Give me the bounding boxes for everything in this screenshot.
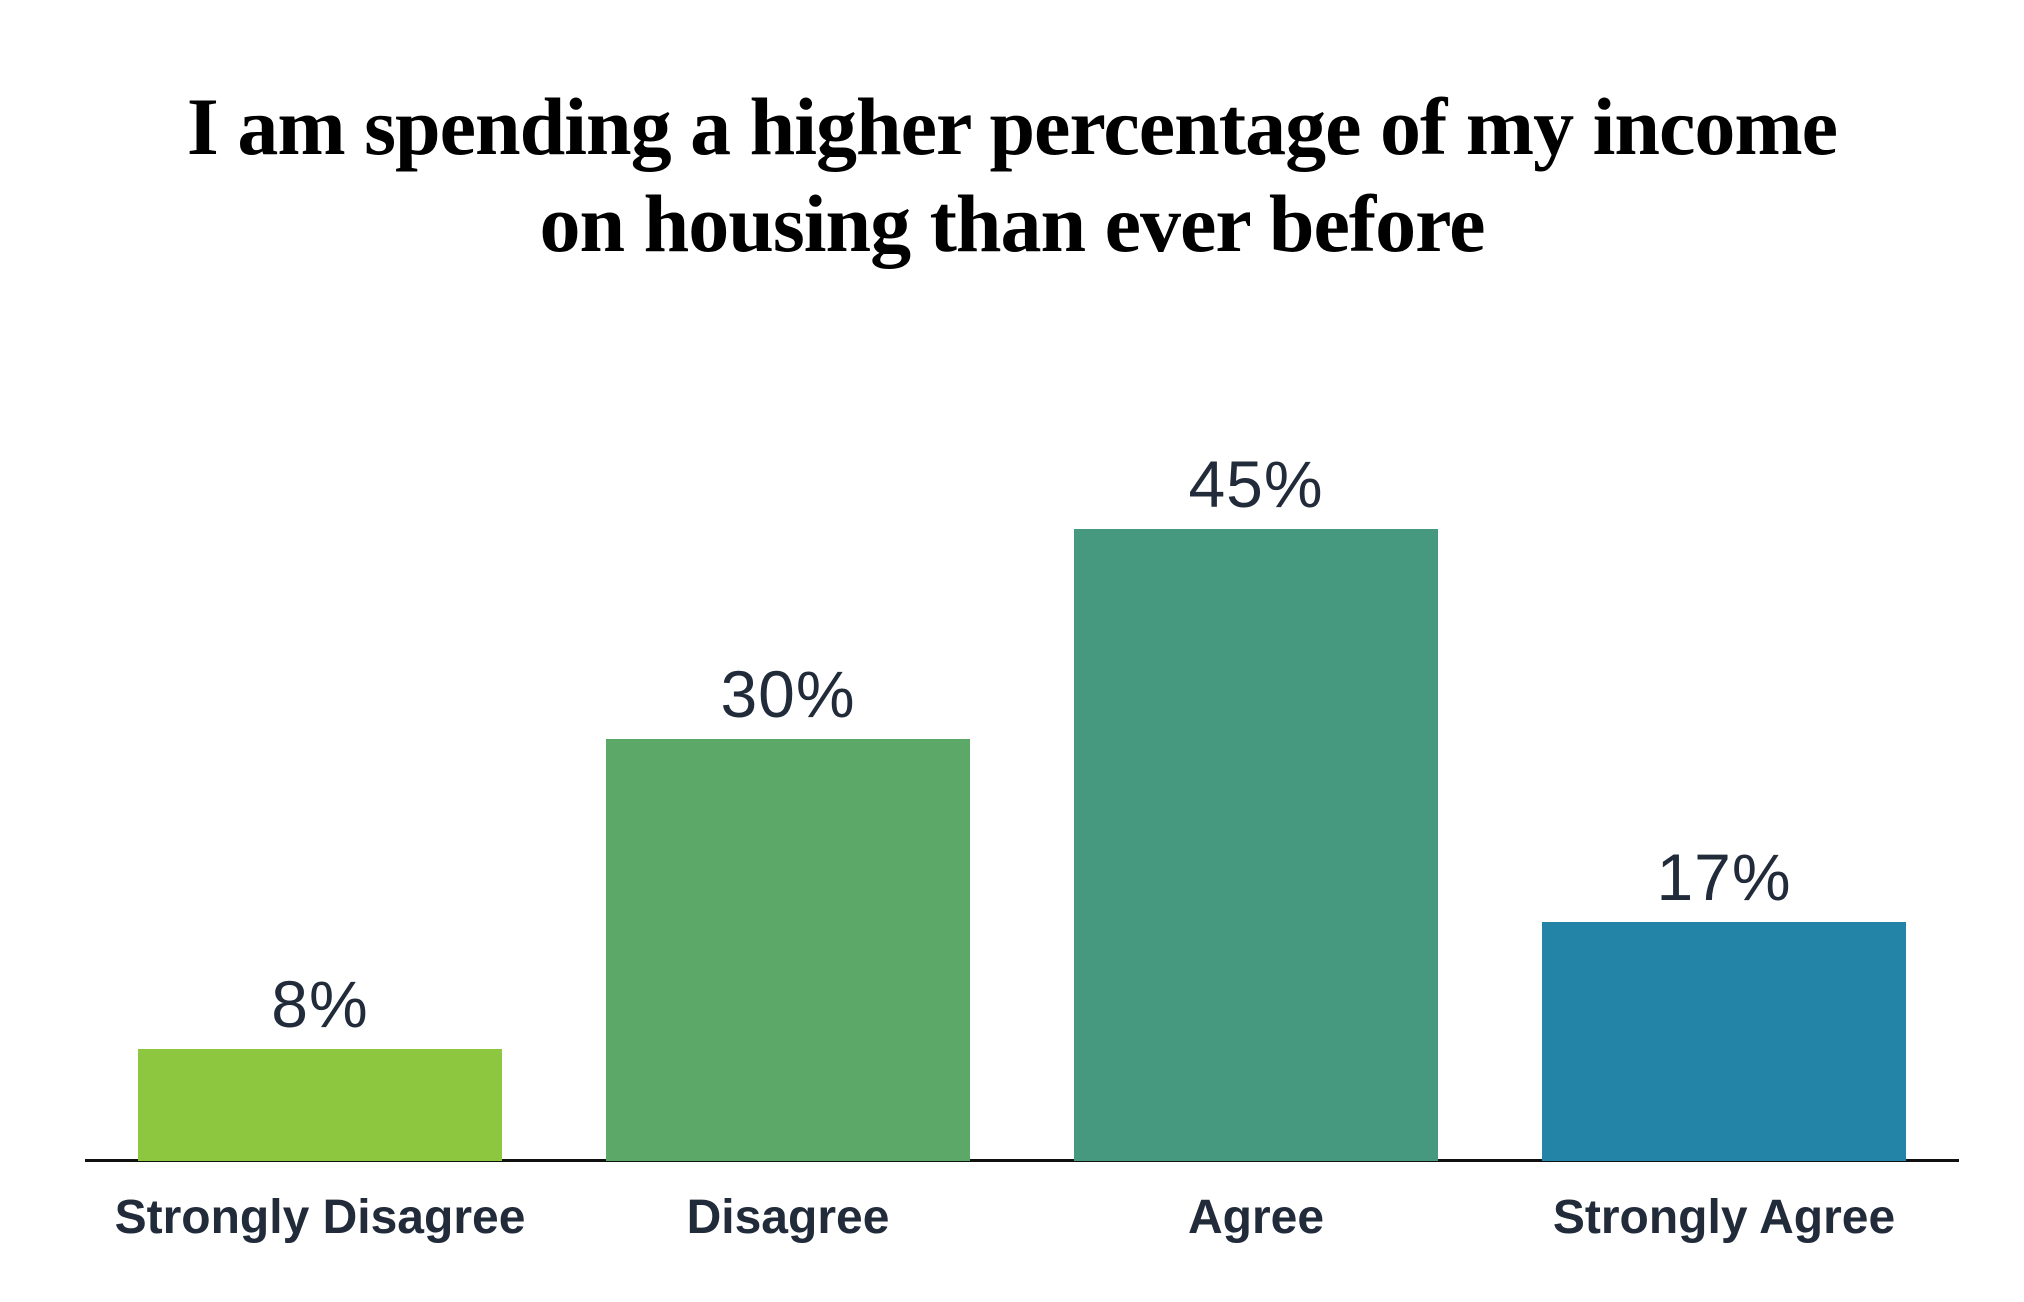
bar-column: 45%: [1074, 446, 1438, 1161]
bar: [1074, 529, 1438, 1161]
chart-title: I am spending a higher percentage of my …: [0, 79, 2024, 273]
bar-value-label: 17%: [1656, 839, 1792, 914]
bar-value-label: 45%: [1188, 446, 1324, 521]
bar: [606, 739, 970, 1161]
chart-title-line-2: on housing than ever before: [539, 177, 1486, 269]
bar-column: 8%: [138, 966, 502, 1161]
bar-column: 30%: [606, 656, 970, 1161]
bar: [138, 1049, 502, 1161]
chart-title-line-1: I am spending a higher percentage of my …: [186, 80, 1838, 172]
bar-value-label: 30%: [720, 656, 856, 731]
bar-column: 17%: [1542, 839, 1906, 1161]
bar-value-label: 8%: [271, 966, 369, 1041]
bar-category-label: Strongly Disagree: [114, 1191, 526, 1244]
bar-category-label: Disagree: [686, 1191, 890, 1244]
bar-category-label: Agree: [1187, 1191, 1325, 1244]
bar-category-label: Strongly Agree: [1552, 1191, 1896, 1244]
x-axis-line: [85, 1159, 1959, 1162]
bar: [1542, 922, 1906, 1161]
